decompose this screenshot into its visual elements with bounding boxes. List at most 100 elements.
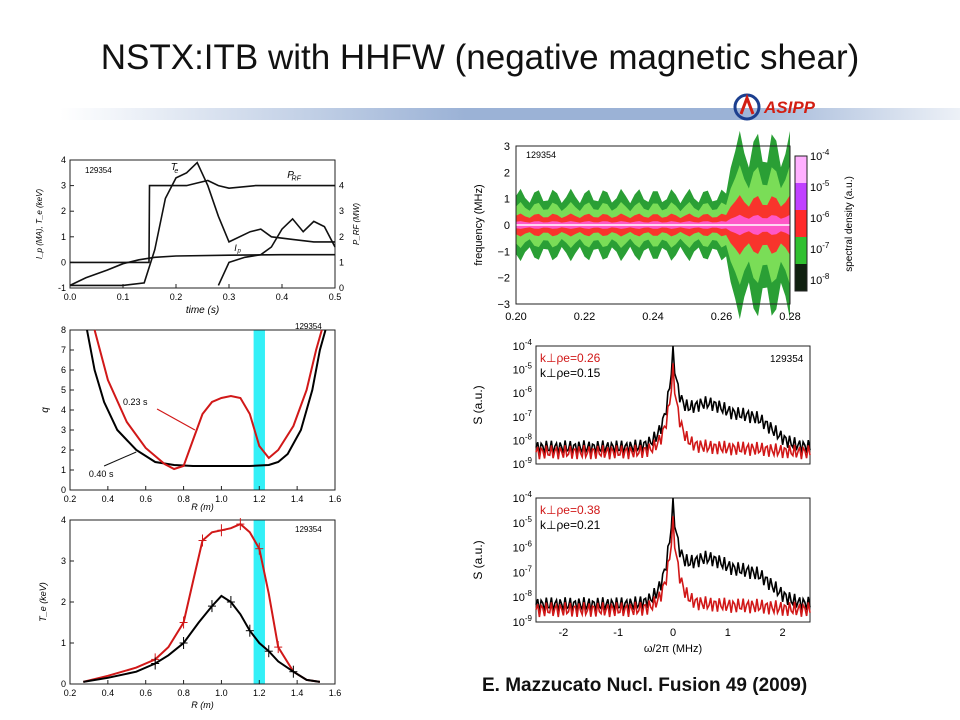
x-tick-label: 0.2 [64, 688, 77, 698]
x-tick-label: 0.8 [177, 494, 190, 504]
y2-tick-label: 0 [339, 283, 344, 293]
colorbar-tick-label: 10-6 [810, 210, 830, 225]
y-tick-label: 2 [504, 167, 510, 179]
y-tick-label: 10-8 [513, 589, 533, 604]
colorbar-segment [795, 264, 807, 291]
y-tick-label: −3 [497, 299, 510, 311]
colorbar-segment [795, 183, 807, 210]
y-tick-label: 4 [61, 405, 66, 415]
colorbar-tick-label: 10-7 [810, 241, 830, 256]
y2-tick-label: 3 [339, 206, 344, 216]
asipp-logo: ASIPP [732, 92, 852, 124]
spectrum-upper-chart: 10-4 10-5 10-6 10-7 10-8 10-9 S (a.u.) 129354 k⊥… [471, 338, 811, 471]
series-label-te-sub: e [174, 168, 178, 175]
series-label-prf-sub: RF [292, 175, 302, 182]
y-tick-label: 1 [61, 465, 66, 475]
spectrum-line-red [535, 363, 811, 460]
asipp-emblem-icon [733, 93, 761, 121]
legend-entry-red: k⊥ρe=0.38 [540, 503, 601, 517]
y-tick-label: 4 [61, 515, 66, 525]
x-tick-label: 0.6 [139, 494, 152, 504]
series-line-1 [70, 179, 335, 264]
y-axis-label: S (a.u.) [471, 385, 485, 424]
y2-tick-label: 1 [339, 257, 344, 267]
y-tick-label: 2 [61, 445, 66, 455]
y-axis-label: frequency (MHz) [473, 184, 485, 265]
y-tick-label: -1 [58, 283, 66, 293]
x-tick-label: 1.4 [291, 494, 304, 504]
x-tick-label: 0.28 [779, 311, 800, 323]
x-tick-label: 0.5 [329, 292, 342, 302]
y-tick-label: −2 [497, 273, 510, 285]
x-tick-label: -1 [613, 627, 623, 639]
y-tick-label: 10-9 [513, 614, 533, 629]
y-tick-label: 3 [61, 425, 66, 435]
y-axis-label: S (a.u.) [471, 540, 485, 579]
y-axis-label: T_e (keV) [38, 582, 48, 622]
spectrum-line-black [535, 497, 811, 613]
y-tick-label: 10-5 [513, 362, 533, 377]
te-profile-chart: 0.2 0.4 0.6 0.8 1.0 1.2 1.4 1.6 0 1 2 3 4 129354 T_e (… [38, 515, 342, 710]
annotation-arrow-023 [156, 408, 196, 431]
legend-entry-black: k⊥ρe=0.15 [540, 366, 601, 380]
y2-tick-label: 2 [339, 232, 344, 242]
y-tick-label: 10-6 [513, 540, 533, 555]
x-tick-label: 0.24 [642, 311, 663, 323]
x-axis-label: time (s) [186, 305, 219, 316]
colorbar-tick-label: 10-5 [810, 179, 830, 194]
y-tick-label: 0 [61, 679, 66, 689]
y-tick-label: 1 [61, 232, 66, 242]
series-label-ip: I [234, 243, 237, 253]
legend-entry-red: k⊥ρe=0.26 [540, 351, 601, 365]
time-traces-chart: 0.0 0.1 0.2 0.3 0.4 0.5 -1 0 1 2 3 4 129354 Te PRF I p ti… [35, 155, 361, 316]
x-tick-label: 0.22 [574, 311, 595, 323]
series-line-3 [217, 217, 336, 286]
x-tick-label: 0.8 [177, 688, 190, 698]
x-tick-label: 0.4 [102, 494, 115, 504]
annotation-023: 0.23 s [123, 397, 148, 407]
legend-entry-black: k⊥ρe=0.21 [540, 518, 601, 532]
colorbar-segment [795, 156, 807, 183]
slide-title: NSTX:ITB with HHFW (negative magnetic sh… [100, 38, 860, 77]
x-axis-label: R (m) [191, 700, 214, 710]
series-line-2 [69, 253, 335, 287]
q-line-1 [93, 329, 323, 471]
y-tick-label: 10-9 [513, 456, 533, 471]
y-tick-label: 5 [61, 385, 66, 395]
x-tick-label: 0.6 [139, 688, 152, 698]
spectrum-lower-chart: 10-4 10-5 10-6 10-7 10-8 10-9 -2 -1 0 1 2 ω/2π (MHz… [471, 490, 811, 655]
x-tick-label: 0.0 [64, 292, 77, 302]
x-tick-label: 1.0 [215, 688, 228, 698]
plot-frame [515, 145, 791, 305]
y-tick-label: 10-7 [513, 564, 533, 579]
shot-number: 129354 [295, 525, 322, 534]
y-tick-label: 3 [504, 141, 510, 153]
plot-frame [69, 159, 336, 289]
x-tick-label: 1.0 [215, 494, 228, 504]
x-tick-label: 1.2 [253, 494, 266, 504]
series-label-prf: P [287, 170, 294, 181]
x-tick-label: 0.4 [276, 292, 289, 302]
x-tick-label: 1.6 [329, 688, 342, 698]
y-axis-label-right: P_RF (MW) [352, 203, 361, 245]
y-tick-label: 3 [61, 556, 66, 566]
y-tick-label: −1 [497, 246, 510, 258]
colorbar-tick-label: 10-8 [810, 272, 830, 287]
x-tick-label: 0.20 [505, 311, 526, 323]
x-tick-label: 1 [725, 627, 731, 639]
spectrogram-chart: 129354 3 2 1 0 −1 −2 −30.20 0.22 0.24 0.26 0.28 freq… [473, 130, 855, 323]
colorbar-segment [795, 210, 807, 237]
colorbar-label: spectral density (a.u.) [844, 176, 855, 272]
x-tick-label: 2 [780, 627, 786, 639]
x-tick-label: 0.1 [117, 292, 130, 302]
series-label-ip-sub: p [236, 249, 241, 255]
x-axis-label: ω/2π (MHz) [644, 643, 702, 655]
shot-number: 129354 [526, 150, 556, 160]
y-tick-label: 2 [61, 206, 66, 216]
annotation-040: 0.40 s [89, 469, 114, 479]
colorbar-frame [794, 155, 808, 292]
y-tick-label: 10-4 [513, 490, 533, 505]
shot-number: 129354 [295, 322, 322, 331]
logo-text: ASIPP [764, 98, 816, 117]
spectrum-line-red [535, 516, 811, 618]
